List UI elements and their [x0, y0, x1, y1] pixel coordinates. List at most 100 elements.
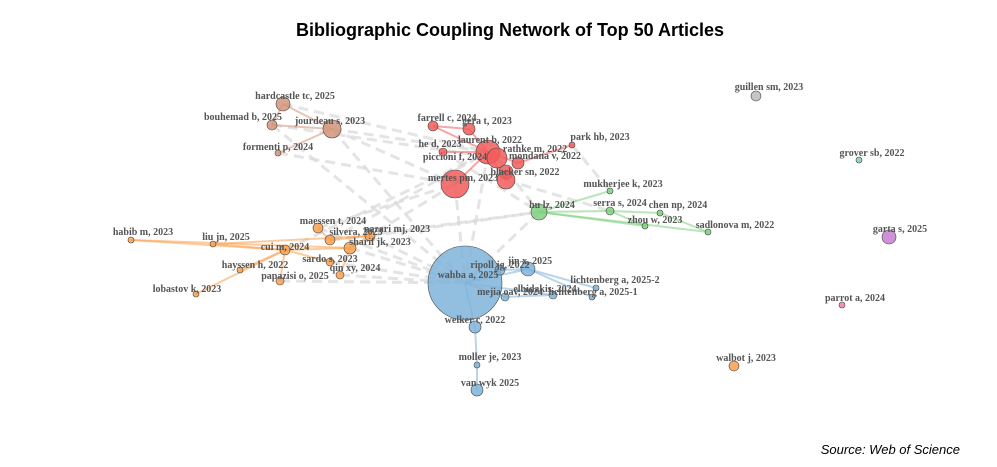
node-label: moller je, 2023	[459, 352, 522, 363]
edge	[495, 157, 541, 213]
node	[275, 96, 291, 112]
node	[494, 264, 506, 276]
edge	[271, 124, 333, 130]
node	[881, 229, 897, 245]
node-label: jin x, 2025	[507, 256, 552, 267]
node-label: sardo s, 2023	[302, 254, 357, 265]
edge	[609, 210, 661, 214]
node	[520, 261, 536, 277]
node	[266, 119, 278, 131]
node	[511, 156, 525, 170]
node	[335, 270, 345, 280]
node	[325, 257, 335, 267]
node	[438, 147, 448, 157]
node-label: bouhemad b, 2025	[204, 112, 282, 123]
node-label: lichtenberg a, 2025-1	[548, 287, 637, 298]
node-label: laurent b, 2022	[458, 135, 522, 146]
nodes	[127, 90, 897, 397]
edge	[463, 151, 490, 284]
title: Bibliographic Coupling Network of Top 50…	[296, 20, 724, 40]
node-label: mukherjee k, 2023	[583, 179, 662, 190]
edge	[284, 249, 331, 263]
node-label: mejia oav, 2024	[477, 287, 543, 298]
node	[548, 290, 558, 300]
node	[656, 209, 664, 217]
node-label: hu lz, 2024	[529, 200, 575, 211]
edge	[130, 239, 351, 249]
node	[605, 206, 615, 216]
edge	[212, 243, 286, 251]
node	[324, 234, 336, 246]
node-label: blacker sn, 2022	[491, 167, 560, 178]
node	[236, 266, 244, 274]
node-label: grover sb, 2022	[840, 148, 905, 159]
node-label: jourdeau s, 2023	[294, 116, 365, 127]
edge	[609, 210, 646, 227]
edge	[212, 235, 371, 245]
node-label: cui m, 2024	[261, 242, 310, 253]
edge	[442, 150, 540, 214]
node-label: ripoll jg, 2022	[470, 260, 529, 271]
node-label: formenti p, 2024	[243, 142, 313, 153]
node-label: qin xy, 2024	[330, 263, 381, 274]
node-label: sadlonova m, 2022	[696, 220, 775, 231]
node	[530, 203, 548, 221]
edge	[331, 127, 489, 154]
edge	[538, 211, 709, 233]
node-label: lobastov k, 2023	[153, 284, 222, 295]
node-label: liu jn, 2025	[202, 232, 250, 243]
node-label: hardcastle tc, 2025	[255, 91, 335, 102]
node	[496, 170, 516, 190]
node	[468, 320, 482, 334]
node	[750, 90, 762, 102]
node-label: maessen t, 2024	[300, 216, 366, 227]
node-label: wahba a, 2025	[438, 270, 499, 281]
edge	[570, 144, 612, 192]
node	[704, 228, 712, 236]
node	[343, 241, 357, 255]
node	[322, 119, 342, 139]
edge	[369, 210, 540, 238]
node-label: silvera, 2023	[329, 227, 382, 238]
labels: hardcastle tc, 2025 bouhemad b, 2025 jourd…	[113, 82, 927, 389]
edge	[271, 123, 466, 285]
node	[274, 149, 282, 157]
edge	[317, 182, 456, 230]
node	[641, 222, 649, 230]
node	[312, 222, 324, 234]
node-label: gera t, 2023	[462, 116, 512, 127]
node	[592, 284, 600, 292]
edge	[527, 268, 597, 289]
node	[275, 276, 285, 286]
node	[209, 240, 217, 248]
node	[838, 301, 846, 309]
edge	[277, 128, 333, 154]
edge	[538, 190, 611, 213]
node	[606, 187, 614, 195]
node-label: sharif jk, 2023	[349, 237, 410, 248]
edge	[505, 178, 611, 213]
node-label: parrot a, 2024	[825, 293, 885, 304]
edge	[517, 144, 573, 164]
node-label: walbot j, 2023	[716, 353, 776, 364]
node-label: farrell c, 2024	[418, 113, 477, 124]
node	[279, 244, 291, 256]
node-label: mertes pm, 2023	[428, 173, 498, 184]
node-label: zhou w, 2023	[628, 215, 683, 226]
node-label: welker c, 2022	[445, 315, 506, 326]
node-label: piccioni f, 2024	[423, 152, 487, 163]
node	[568, 141, 576, 149]
node-label: chen np, 2024	[649, 200, 708, 211]
node-label: mondana v, 2022	[509, 151, 581, 162]
node	[427, 245, 503, 321]
node-label: rathke m, 2022	[503, 144, 567, 155]
node	[192, 290, 200, 298]
edge	[271, 123, 498, 160]
edge	[538, 210, 611, 213]
node-label: lichtenberg a, 2025-2	[570, 275, 659, 286]
edge	[282, 102, 489, 154]
node-label: hayssen h, 2022	[222, 260, 288, 271]
node	[500, 292, 510, 302]
node	[427, 120, 439, 132]
